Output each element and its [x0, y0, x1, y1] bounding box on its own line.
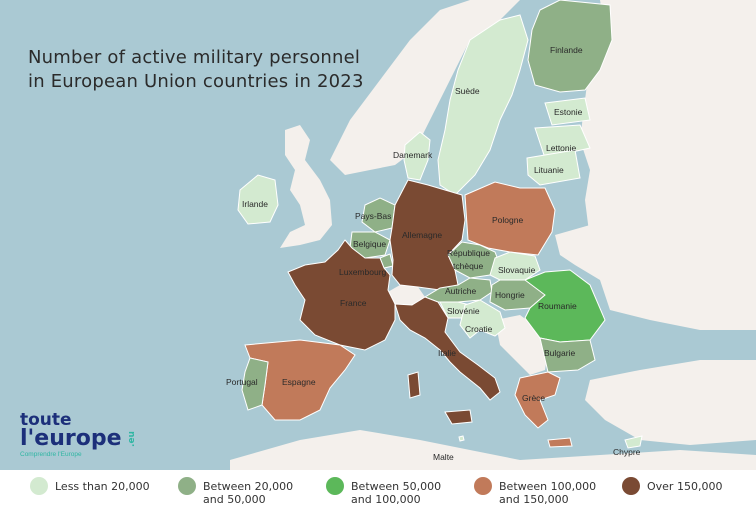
label-lettonie: Lettonie	[546, 143, 577, 153]
country-france[interactable]	[287, 239, 396, 351]
country-croatie[interactable]	[459, 299, 506, 339]
legend-swatch	[622, 477, 640, 495]
land-norway	[330, 0, 520, 175]
label-danemark: Danemark	[393, 150, 433, 160]
country-lituanie[interactable]	[526, 149, 581, 186]
label-suede: Suède	[455, 86, 480, 96]
label-republique-tcheque-1: République	[447, 248, 490, 258]
country-irlande[interactable]	[237, 174, 279, 225]
toute-leurope-logo[interactable]: toute l'europe .eu Comprendre l'Europe	[20, 410, 139, 459]
label-autriche: Autriche	[445, 286, 476, 296]
label-roumanie: Roumanie	[538, 301, 577, 311]
country-malte[interactable]	[458, 435, 465, 442]
label-belgique: Belgique	[353, 239, 386, 249]
legend-swatch	[474, 477, 492, 495]
europe-map[interactable]: Finlande Suède Estonie Lettonie Lituanie…	[0, 0, 756, 470]
label-luxembourg: Luxembourg	[339, 267, 387, 277]
land-africa	[230, 430, 756, 470]
legend: Less than 20,000 Between 20,000 and 50,0…	[0, 470, 756, 512]
label-croatie: Croatie	[465, 324, 493, 334]
country-italie[interactable]	[394, 296, 501, 401]
land-turkey	[585, 360, 756, 445]
label-pays-bas: Pays-Bas	[355, 211, 391, 221]
country-grece[interactable]	[514, 371, 561, 429]
label-malte: Malte	[433, 452, 454, 462]
legend-item-50000-100000: Between 50,000 and 100,000	[326, 477, 456, 506]
country-estonie[interactable]	[544, 97, 591, 126]
label-bulgarie: Bulgarie	[544, 348, 575, 358]
legend-swatch	[178, 477, 196, 495]
legend-item-less-than-20000: Less than 20,000	[30, 477, 160, 495]
legend-swatch	[30, 477, 48, 495]
map-title: Number of active military personnel in E…	[28, 46, 364, 94]
logo-tagline: Comprendre l'Europe	[20, 451, 82, 458]
legend-swatch	[326, 477, 344, 495]
legend-item-100000-150000: Between 100,000 and 150,000	[474, 477, 604, 506]
label-republique-tcheque-2: tchèque	[453, 261, 484, 271]
label-pologne: Pologne	[492, 215, 523, 225]
label-portugal: Portugal	[226, 377, 258, 387]
logo-line-2-text: l'europe	[20, 426, 122, 451]
logo-suffix: .eu	[126, 431, 137, 447]
label-slovenie: Slovénie	[447, 306, 480, 316]
label-espagne: Espagne	[282, 377, 316, 387]
label-slovaquie: Slovaquie	[498, 265, 536, 275]
logo-line-1: toute	[20, 410, 72, 430]
label-grece: Grèce	[522, 393, 545, 403]
country-slovaquie[interactable]	[489, 251, 541, 281]
legend-label: Between 50,000 and 100,000	[351, 480, 442, 506]
legend-item-over-150000: Over 150,000	[622, 477, 752, 495]
country-italie-sicile[interactable]	[444, 409, 473, 425]
country-grece-crete[interactable]	[547, 437, 573, 448]
title-line-2: in European Union countries in 2023	[28, 71, 364, 92]
title-line-1: Number of active military personnel	[28, 47, 361, 68]
label-italie: Italie	[438, 348, 456, 358]
legend-label: Between 100,000 and 150,000	[499, 480, 597, 506]
label-chypre: Chypre	[613, 447, 641, 457]
label-hongrie: Hongrie	[495, 290, 525, 300]
legend-item-20000-50000: Between 20,000 and 50,000	[178, 477, 308, 506]
label-lituanie: Lituanie	[534, 165, 564, 175]
land-uk	[280, 125, 332, 248]
label-finlande: Finlande	[550, 45, 583, 55]
label-allemagne: Allemagne	[402, 230, 442, 240]
map-frame: Finlande Suède Estonie Lettonie Lituanie…	[0, 0, 756, 470]
country-italie-sardaigne[interactable]	[407, 371, 421, 399]
land-ukraine	[555, 225, 756, 330]
label-irlande: Irlande	[242, 199, 268, 209]
land-switzerland	[386, 285, 425, 305]
country-lettonie[interactable]	[534, 124, 591, 159]
country-finlande[interactable]	[527, 0, 613, 93]
legend-label: Over 150,000	[647, 480, 723, 493]
logo-line-2: l'europe .eu	[20, 426, 139, 451]
label-france: France	[340, 298, 367, 308]
label-estonie: Estonie	[554, 107, 583, 117]
country-chypre[interactable]	[624, 435, 643, 449]
country-suede[interactable]	[437, 14, 529, 196]
country-danemark[interactable]	[403, 131, 431, 181]
land-russia-east	[580, 0, 756, 300]
legend-label: Between 20,000 and 50,000	[203, 480, 294, 506]
country-portugal[interactable]	[241, 357, 269, 411]
country-allemagne[interactable]	[389, 179, 466, 291]
legend-label: Less than 20,000	[55, 480, 150, 493]
